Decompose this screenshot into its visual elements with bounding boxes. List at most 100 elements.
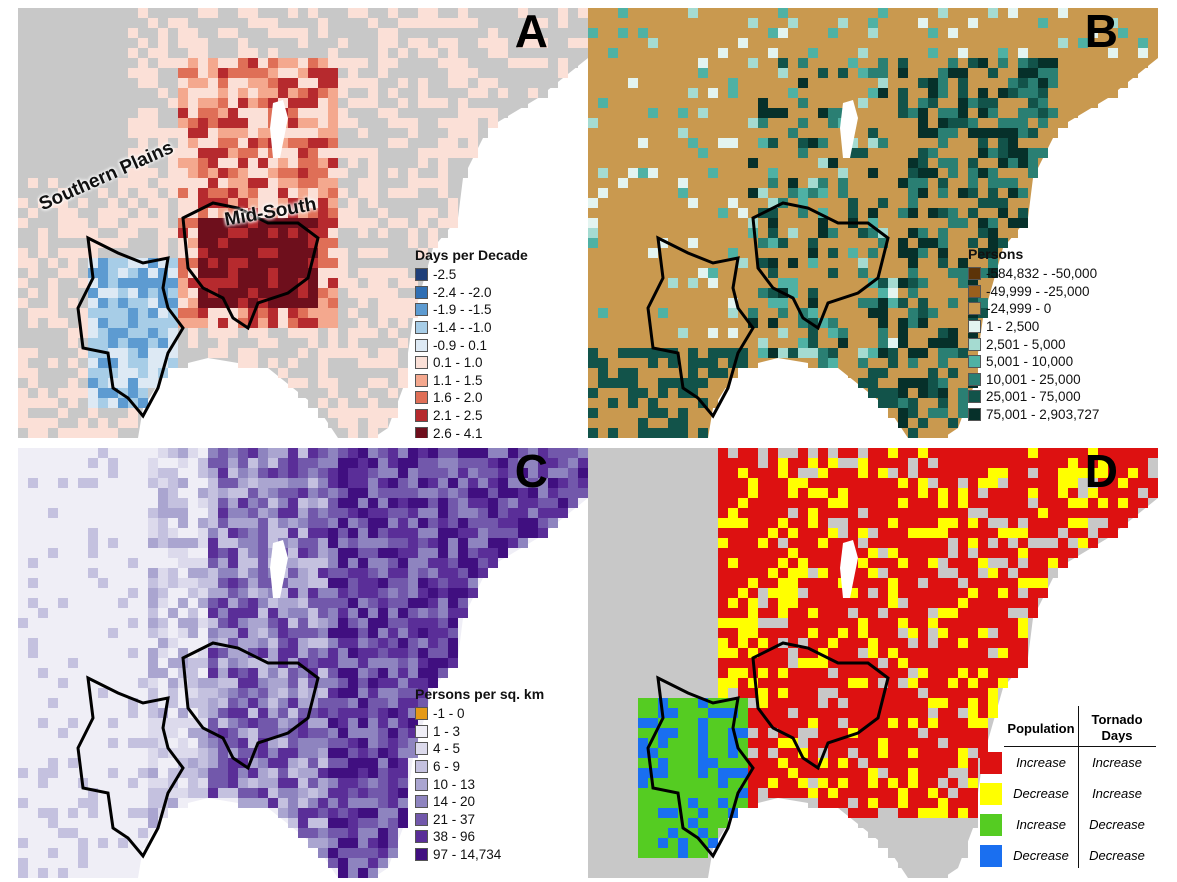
- county-cell: [58, 238, 68, 248]
- county-cell: [48, 68, 58, 78]
- county-cell: [28, 118, 38, 128]
- county-cell: [38, 518, 48, 528]
- county-cell: [388, 108, 398, 118]
- county-cell: [58, 558, 68, 568]
- county-cell: [388, 668, 398, 678]
- county-cell: [238, 198, 248, 208]
- county-cell: [288, 688, 298, 698]
- county-cell: [418, 58, 428, 68]
- county-cell: [398, 628, 408, 638]
- county-cell: [98, 338, 108, 348]
- county-cell: [998, 168, 1008, 178]
- county-cell: [538, 18, 548, 28]
- county-cell: [418, 698, 428, 708]
- county-cell: [608, 8, 618, 18]
- county-cell: [358, 8, 368, 18]
- county-cell: [828, 338, 838, 348]
- county-cell: [348, 468, 358, 478]
- county-cell: [38, 18, 48, 28]
- county-cell: [698, 378, 708, 388]
- county-cell: [458, 18, 468, 28]
- county-cell: [278, 148, 288, 158]
- county-cell: [18, 108, 28, 118]
- county-cell: [228, 458, 238, 468]
- county-cell: [158, 108, 168, 118]
- county-cell: [408, 278, 418, 288]
- county-cell: [688, 368, 698, 378]
- county-cell: [668, 78, 678, 88]
- county-cell: [778, 248, 788, 258]
- county-cell: [288, 648, 298, 658]
- county-cell: [118, 88, 128, 98]
- county-cell: [298, 588, 308, 598]
- county-cell: [658, 248, 668, 258]
- county-cell: [988, 8, 998, 18]
- county-cell: [338, 178, 348, 188]
- county-cell: [268, 598, 278, 608]
- county-cell: [868, 218, 878, 228]
- county-cell: [168, 468, 178, 478]
- county-cell: [288, 208, 298, 218]
- county-cell: [288, 58, 298, 68]
- county-cell: [48, 248, 58, 258]
- county-cell: [148, 18, 158, 28]
- county-cell: [698, 168, 708, 178]
- legend-swatch: [968, 284, 981, 298]
- county-cell: [818, 228, 828, 238]
- county-cell: [628, 68, 638, 78]
- county-cell: [198, 518, 208, 528]
- county-cell: [198, 108, 208, 118]
- county-cell: [328, 288, 338, 298]
- county-cell: [448, 178, 458, 188]
- county-cell: [648, 378, 658, 388]
- county-cell: [988, 248, 998, 258]
- county-cell: [358, 328, 368, 338]
- county-cell: [378, 328, 388, 338]
- county-cell: [388, 208, 398, 218]
- county-cell: [728, 58, 738, 68]
- county-cell: [188, 78, 198, 88]
- county-cell: [778, 118, 788, 128]
- county-cell: [768, 338, 778, 348]
- county-cell: [138, 468, 148, 478]
- county-cell: [248, 568, 258, 578]
- county-cell: [178, 488, 188, 498]
- county-cell: [328, 528, 338, 538]
- county-cell: [118, 238, 128, 248]
- county-cell: [928, 28, 938, 38]
- county-cell: [588, 418, 598, 428]
- county-cell: [288, 348, 298, 358]
- county-cell: [378, 548, 388, 558]
- legend-label: 0.1 - 1.0: [433, 355, 483, 371]
- county-cell: [938, 18, 948, 28]
- county-cell: [178, 348, 188, 358]
- county-cell: [808, 88, 818, 98]
- county-cell: [708, 98, 718, 108]
- county-cell: [28, 108, 38, 118]
- county-cell: [898, 218, 908, 228]
- county-cell: [258, 578, 268, 588]
- county-cell: [378, 578, 388, 588]
- county-cell: [278, 288, 288, 298]
- county-cell: [968, 98, 978, 108]
- county-cell: [608, 158, 618, 168]
- county-cell: [828, 18, 838, 28]
- county-cell: [618, 158, 628, 168]
- county-cell: [688, 158, 698, 168]
- county-cell: [108, 448, 118, 458]
- county-cell: [978, 138, 988, 148]
- county-cell: [408, 518, 418, 528]
- county-cell: [128, 268, 138, 278]
- county-cell: [758, 168, 768, 178]
- county-cell: [1088, 28, 1098, 38]
- county-cell: [818, 18, 828, 28]
- county-cell: [68, 58, 78, 68]
- county-cell: [1038, 88, 1048, 98]
- county-cell: [958, 128, 968, 138]
- county-cell: [538, 498, 548, 508]
- county-cell: [628, 398, 638, 408]
- county-cell: [428, 38, 438, 48]
- county-cell: [948, 78, 958, 88]
- county-cell: [568, 458, 578, 468]
- county-cell: [398, 328, 408, 338]
